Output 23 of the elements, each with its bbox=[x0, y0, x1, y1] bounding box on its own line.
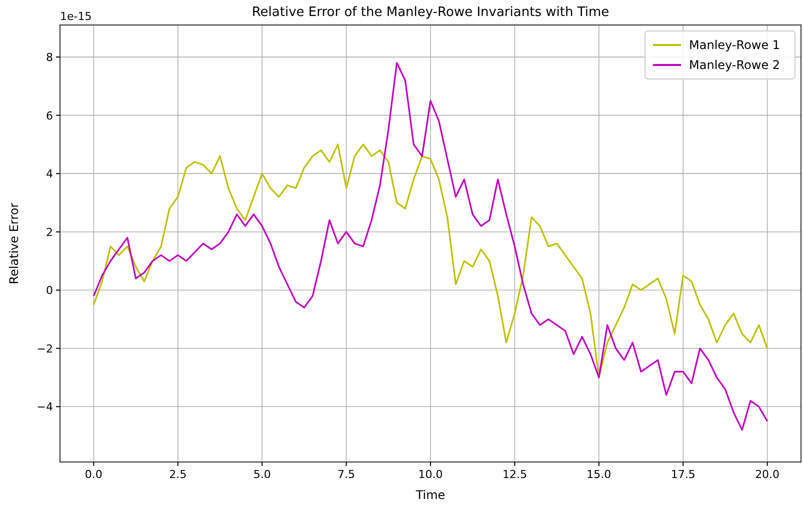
legend-label: Manley-Rowe 2 bbox=[689, 58, 780, 72]
x-tick-label: 7.5 bbox=[338, 468, 356, 481]
y-tick-label: 2 bbox=[46, 226, 53, 239]
y-tick-label: 6 bbox=[46, 109, 53, 122]
x-tick-label: 2.5 bbox=[169, 468, 187, 481]
x-tick-label: 10.0 bbox=[418, 468, 443, 481]
x-tick-label: 20.0 bbox=[755, 468, 780, 481]
x-tick-label: 0.0 bbox=[84, 468, 102, 481]
line-series bbox=[92, 144, 768, 378]
y-axis-title: Relative Error bbox=[7, 202, 21, 284]
text: 1e-15 bbox=[60, 10, 92, 23]
x-tick-label: 17.5 bbox=[670, 468, 696, 481]
x-tick-label: 15.0 bbox=[586, 468, 612, 481]
x-tick-label: 5.0 bbox=[253, 468, 271, 481]
legend-label: Manley-Rowe 1 bbox=[689, 38, 780, 52]
y-tick-label: 4 bbox=[46, 168, 53, 181]
y-tick-label: −2 bbox=[36, 342, 53, 356]
y-tick-label: −4 bbox=[36, 400, 53, 414]
y-tick-label: 0 bbox=[46, 284, 53, 298]
x-axis-title: Time bbox=[414, 488, 446, 502]
x-tick-label: 12.5 bbox=[502, 468, 527, 481]
y-tick-label: 8 bbox=[46, 51, 53, 64]
chart-title: Relative Error of the Manley-Rowe Invariants with Time bbox=[252, 5, 610, 20]
